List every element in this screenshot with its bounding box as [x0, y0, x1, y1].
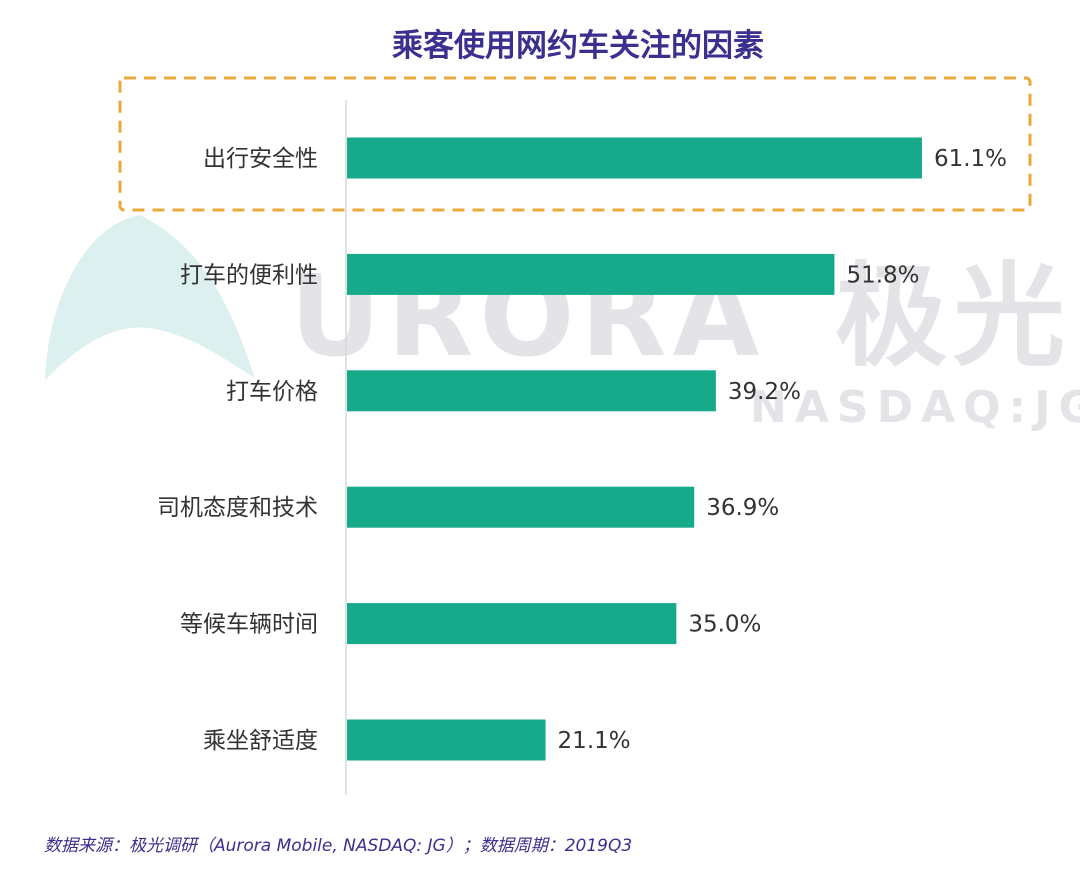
- value-label: 51.8%: [846, 262, 919, 288]
- value-label: 39.2%: [728, 379, 801, 405]
- bar: [347, 253, 835, 295]
- value-label: 61.1%: [934, 146, 1007, 172]
- watermark-ticker: NASDAQ:JG: [750, 382, 1080, 433]
- value-label: 21.1%: [558, 728, 631, 754]
- category-label: 司机态度和技术: [157, 495, 318, 521]
- highlight-box: [118, 76, 1032, 212]
- category-label: 打车价格: [226, 379, 318, 405]
- value-label: 35.0%: [688, 612, 761, 638]
- value-label-group: 61.1% 51.8% 39.2% 36.9% 35.0% 21.1%: [558, 146, 1007, 754]
- bar: [347, 137, 922, 179]
- category-label: 乘坐舒适度: [203, 728, 318, 754]
- bar: [347, 603, 677, 645]
- aurora-logo-icon: [45, 215, 255, 380]
- chart-title: 乘客使用网约车关注的因素: [392, 28, 764, 64]
- value-label: 36.9%: [706, 495, 779, 521]
- bar-group: [347, 137, 922, 761]
- source-note: 数据来源：极光调研（Aurora Mobile, NASDAQ: JG）；数据周…: [44, 836, 632, 856]
- bar: [347, 370, 716, 412]
- category-label: 出行安全性: [203, 146, 318, 172]
- watermark-brand-cn: 极光: [835, 252, 1071, 382]
- bar: [347, 719, 546, 761]
- bar: [347, 486, 695, 528]
- category-label: 打车的便利性: [180, 262, 318, 288]
- category-label: 等候车辆时间: [180, 612, 318, 638]
